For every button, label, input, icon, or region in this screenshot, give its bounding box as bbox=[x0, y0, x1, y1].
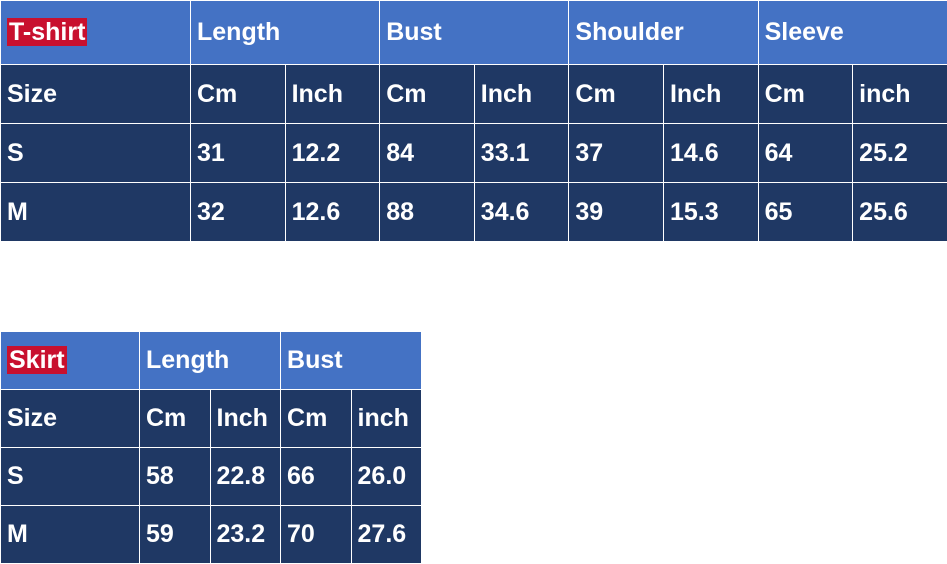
measurement-cell: 25.6 bbox=[852, 182, 947, 242]
group-header-row: Skirt Length Bust bbox=[0, 331, 423, 390]
unit-header-row: Size Cm Inch Cm Inch Cm Inch Cm inch bbox=[0, 64, 947, 124]
measurement-cell: 58 bbox=[139, 447, 211, 506]
group-header: Sleeve bbox=[757, 0, 947, 65]
measurement-cell: 39 bbox=[568, 182, 664, 242]
group-header: Bust bbox=[379, 0, 570, 65]
measurement-cell: 64 bbox=[757, 123, 854, 183]
measurement-cell: 25.2 bbox=[852, 123, 947, 183]
size-cell: M bbox=[0, 505, 140, 564]
measurement-cell: 27.6 bbox=[350, 505, 423, 564]
unit-header: Inch bbox=[284, 64, 381, 124]
unit-header: Cm bbox=[568, 64, 664, 124]
measurement-cell: 34.6 bbox=[473, 182, 570, 242]
measurement-cell: 70 bbox=[280, 505, 352, 564]
unit-header: Cm bbox=[139, 389, 211, 448]
measurement-cell: 15.3 bbox=[662, 182, 759, 242]
unit-header: Inch bbox=[209, 389, 282, 448]
measurement-cell: 33.1 bbox=[473, 123, 570, 183]
table-title: T-shirt bbox=[7, 18, 88, 46]
unit-header: inch bbox=[350, 389, 423, 448]
measurement-cell: 31 bbox=[190, 123, 286, 183]
group-header: Length bbox=[138, 331, 282, 390]
unit-header: Size bbox=[0, 389, 140, 448]
unit-header: Inch bbox=[473, 64, 570, 124]
table-title: Skirt bbox=[7, 346, 67, 374]
measurement-cell: 23.2 bbox=[209, 505, 282, 564]
measurement-cell: 37 bbox=[568, 123, 664, 183]
unit-header-row: Size Cm Inch Cm inch bbox=[0, 389, 423, 448]
table-row: S 31 12.2 84 33.1 37 14.6 64 25.2 bbox=[0, 123, 947, 183]
measurement-cell: 12.6 bbox=[284, 182, 381, 242]
unit-header: Size bbox=[0, 64, 191, 124]
unit-header: Cm bbox=[280, 389, 352, 448]
table-row: M 59 23.2 70 27.6 bbox=[0, 505, 423, 564]
measurement-cell: 22.8 bbox=[209, 447, 282, 506]
size-cell: M bbox=[0, 182, 191, 242]
unit-header: Cm bbox=[379, 64, 475, 124]
measurement-cell: 84 bbox=[379, 123, 475, 183]
group-header-row: T-shirt Length Bust Shoulder Sleeve bbox=[0, 0, 947, 65]
measurement-cell: 26.0 bbox=[350, 447, 423, 506]
measurement-cell: 12.2 bbox=[284, 123, 381, 183]
group-header: Bust bbox=[280, 331, 423, 390]
table-row: S 58 22.8 66 26.0 bbox=[0, 447, 423, 506]
table-title-cell: T-shirt bbox=[0, 0, 191, 65]
measurement-cell: 59 bbox=[139, 505, 211, 564]
measurement-cell: 14.6 bbox=[662, 123, 759, 183]
measurement-cell: 88 bbox=[379, 182, 475, 242]
unit-header: inch bbox=[852, 64, 947, 124]
tshirt-size-table: T-shirt Length Bust Shoulder Sleeve Size Cm Inc… bbox=[0, 0, 947, 242]
measurement-cell: 32 bbox=[190, 182, 286, 242]
measurement-cell: 65 bbox=[757, 182, 854, 242]
unit-header: Cm bbox=[757, 64, 854, 124]
size-cell: S bbox=[0, 447, 140, 506]
group-header: Shoulder bbox=[568, 0, 759, 65]
size-cell: S bbox=[0, 123, 191, 183]
unit-header: Inch bbox=[662, 64, 759, 124]
table-row: M 32 12.6 88 34.6 39 15.3 65 25.6 bbox=[0, 182, 947, 242]
group-header: Length bbox=[189, 0, 381, 65]
table-title-cell: Skirt bbox=[0, 331, 140, 390]
measurement-cell: 66 bbox=[280, 447, 352, 506]
unit-header: Cm bbox=[190, 64, 286, 124]
skirt-size-table: Skirt Length Bust Size Cm Inch Cm inch S 58 22.8 66… bbox=[0, 331, 423, 564]
